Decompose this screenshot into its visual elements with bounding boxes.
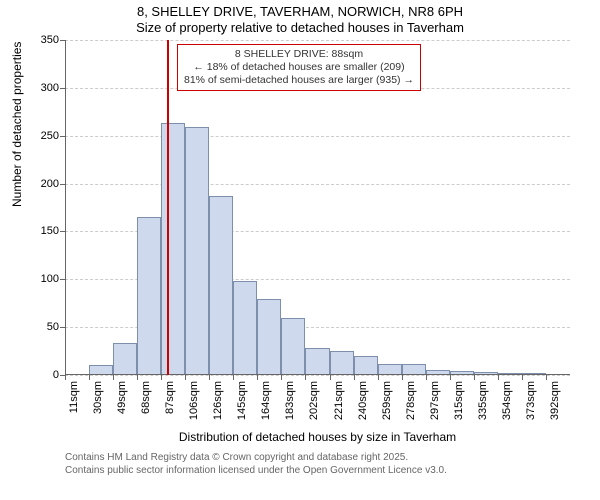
gridline-h bbox=[65, 375, 570, 376]
y-tick-label: 0 bbox=[53, 369, 59, 381]
x-tick-label: 145sqm bbox=[236, 381, 248, 420]
x-tick-label: 183sqm bbox=[284, 381, 296, 420]
chart-title-line2: Size of property relative to detached ho… bbox=[136, 20, 464, 35]
x-axis-label: Distribution of detached houses by size … bbox=[65, 430, 570, 444]
x-tick-label: 297sqm bbox=[429, 381, 441, 420]
x-tick-label: 221sqm bbox=[333, 381, 345, 420]
x-tick-label: 373sqm bbox=[525, 381, 537, 420]
attribution-line2: Contains public sector information licen… bbox=[65, 465, 447, 476]
chart-title: 8, SHELLEY DRIVE, TAVERHAM, NORWICH, NR8… bbox=[0, 4, 600, 37]
x-tick-label: 354sqm bbox=[501, 381, 513, 420]
plot-area: 050100150200250300350 11sqm30sqm49sqm68s… bbox=[65, 40, 570, 375]
chart-title-line1: 8, SHELLEY DRIVE, TAVERHAM, NORWICH, NR8… bbox=[137, 4, 463, 19]
attribution: Contains HM Land Registry data © Crown c… bbox=[65, 452, 447, 477]
y-tick-label: 350 bbox=[41, 34, 59, 46]
x-tick-label: 259sqm bbox=[381, 381, 393, 420]
x-tick-label: 240sqm bbox=[357, 381, 369, 420]
y-tick-label: 150 bbox=[41, 225, 59, 237]
x-tick-label: 278sqm bbox=[405, 381, 417, 420]
x-tick-label: 87sqm bbox=[164, 381, 176, 414]
y-tick-label: 100 bbox=[41, 273, 59, 285]
x-tick-label: 49sqm bbox=[116, 381, 128, 414]
y-tick-label: 200 bbox=[41, 178, 59, 190]
y-tick-label: 300 bbox=[41, 82, 59, 94]
x-tick-label: 68sqm bbox=[140, 381, 152, 414]
y-axis-label: Number of detached properties bbox=[10, 42, 24, 207]
callout-line: 81% of semi-detached houses are larger (… bbox=[184, 74, 414, 87]
x-tick-label: 392sqm bbox=[549, 381, 561, 420]
callout-line: 8 SHELLEY DRIVE: 88sqm bbox=[184, 48, 414, 61]
callout-box: 8 SHELLEY DRIVE: 88sqm← 18% of detached … bbox=[177, 44, 421, 91]
y-tick-label: 250 bbox=[41, 130, 59, 142]
attribution-line1: Contains HM Land Registry data © Crown c… bbox=[65, 452, 408, 463]
callout-layer: 8 SHELLEY DRIVE: 88sqm← 18% of detached … bbox=[65, 40, 570, 375]
callout-line: ← 18% of detached houses are smaller (20… bbox=[184, 61, 414, 74]
x-tick-label: 335sqm bbox=[477, 381, 489, 420]
y-tick-label: 50 bbox=[47, 321, 59, 333]
x-tick-label: 164sqm bbox=[260, 381, 272, 420]
x-tick-label: 126sqm bbox=[212, 381, 224, 420]
x-tick-label: 315sqm bbox=[453, 381, 465, 420]
x-tick-label: 11sqm bbox=[68, 381, 80, 413]
x-tick-label: 202sqm bbox=[308, 381, 320, 420]
x-tick-label: 30sqm bbox=[92, 381, 104, 414]
x-tick-label: 106sqm bbox=[188, 381, 200, 420]
